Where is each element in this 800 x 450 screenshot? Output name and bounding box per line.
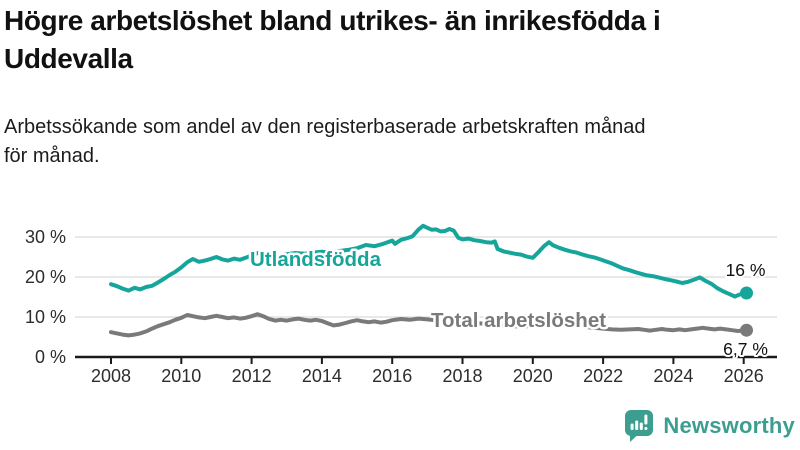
series-end-label-1: 6,7 % <box>723 339 768 359</box>
exclamation-bar <box>644 414 648 425</box>
newsworthy-logo[interactable]: Newsworthy <box>624 409 795 442</box>
x-tick-label-2018: 2018 <box>442 366 482 386</box>
y-tick-label-10: 10 % <box>25 307 66 327</box>
x-tick-label-2014: 2014 <box>302 366 342 386</box>
page-subtitle: Arbetssökande som andel av den registerb… <box>4 113 784 171</box>
newsworthy-logo-text: Newsworthy <box>663 412 795 438</box>
series-end-dot-0 <box>740 286 754 300</box>
x-tick-label-2024: 2024 <box>653 366 693 386</box>
x-tick-label-2010: 2010 <box>161 366 201 386</box>
x-tick-label-2016: 2016 <box>372 366 412 386</box>
x-tick-label-2012: 2012 <box>232 366 272 386</box>
speech-bubble-shape <box>625 410 654 442</box>
x-tick-label-2026: 2026 <box>724 366 764 386</box>
series-end-dot-1 <box>740 323 754 337</box>
page-subtitle-line-1: Arbetssökande som andel av den registerb… <box>4 116 646 138</box>
series-end-label-0: 16 % <box>726 260 766 280</box>
page-title-line-1: Högre arbetslöshet bland utrikes- än inr… <box>4 5 661 36</box>
bar-3 <box>640 422 644 430</box>
bar-2 <box>635 420 639 430</box>
x-tick-label-2008: 2008 <box>91 366 131 386</box>
bar-1 <box>631 423 635 430</box>
unemployment-line-chart: 2008 2010 2012 2014 2016 2018 2020 2022 2024 2026… <box>25 223 777 386</box>
y-tick-label-30: 30 % <box>25 227 66 247</box>
series-inline-label-0: Utlandsfödda <box>250 248 382 271</box>
page-title: Högre arbetslöshet bland utrikes- än inr… <box>4 2 796 78</box>
exclamation-dot <box>644 427 648 430</box>
series-line-1 <box>109 312 749 338</box>
newsworthy-logo-icon <box>625 410 654 442</box>
page-subtitle-line-2: för månad. <box>4 145 100 167</box>
y-tick-label-20: 20 % <box>25 267 66 287</box>
series-line-0 <box>109 223 749 299</box>
page-title-line-2: Uddevalla <box>4 43 133 74</box>
x-tick-label-2022: 2022 <box>583 366 623 386</box>
series-inline-label-1: Total arbetslöshet <box>431 309 606 332</box>
x-tick-label-2020: 2020 <box>513 366 553 386</box>
y-tick-label-0: 0 % <box>35 347 66 367</box>
